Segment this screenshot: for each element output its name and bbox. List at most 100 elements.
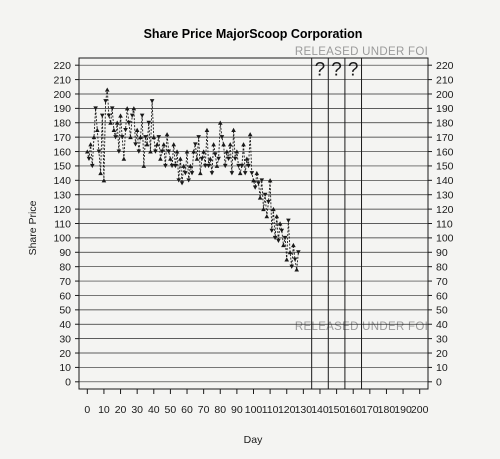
data-point (184, 149, 190, 154)
y-tick-label-right: 220 (436, 60, 454, 72)
y-tick-label: 120 (53, 204, 71, 216)
unknown-price-marker: ? (331, 59, 342, 80)
data-point (178, 156, 183, 161)
price-series (85, 87, 301, 272)
y-tick-label: 160 (53, 146, 71, 158)
data-point (286, 218, 291, 223)
unknown-price-marker: ? (348, 59, 359, 80)
data-point (229, 171, 235, 176)
y-tick-label-right: 180 (436, 118, 454, 130)
data-point (241, 142, 246, 147)
data-point (116, 149, 122, 154)
data-point (206, 163, 211, 169)
y-tick-label: 190 (53, 103, 71, 115)
data-point (254, 170, 260, 176)
data-point (111, 127, 117, 132)
data-point (236, 163, 241, 169)
data-point (129, 113, 135, 118)
x-tick-label: 0 (84, 404, 90, 416)
data-point (267, 178, 273, 183)
data-point (207, 156, 213, 161)
y-tick-label: 30 (59, 333, 71, 345)
data-point (279, 228, 285, 233)
data-point (101, 178, 107, 183)
data-point (252, 185, 258, 190)
x-tick-label: 30 (131, 404, 143, 416)
y-tick-label: 40 (59, 319, 71, 331)
y-tick-label: 10 (59, 362, 71, 374)
y-tick-label: 180 (53, 118, 71, 130)
data-point (282, 235, 288, 241)
data-point (216, 156, 221, 161)
data-point (183, 171, 188, 176)
y-tick-label-right: 160 (436, 146, 454, 158)
data-point (171, 142, 177, 147)
x-tick-label: 20 (115, 404, 127, 416)
data-point (108, 120, 113, 125)
x-tick-label: 120 (278, 404, 296, 416)
y-tick-label-right: 210 (436, 74, 454, 86)
data-point (121, 156, 127, 161)
y-tick-label: 210 (53, 74, 71, 86)
data-point (126, 120, 132, 125)
data-point (128, 134, 133, 140)
data-point (287, 250, 293, 255)
data-point (193, 142, 198, 147)
y-tick-label-right: 150 (436, 161, 454, 173)
data-point (199, 156, 205, 161)
horizontal-gridlines (79, 64, 428, 383)
data-point (88, 142, 93, 147)
data-point (264, 214, 270, 219)
data-point (272, 235, 278, 241)
x-tick-label: 100 (245, 404, 263, 416)
data-point (138, 134, 143, 140)
x-tick-label: 10 (98, 404, 110, 416)
data-point (257, 195, 263, 200)
data-point (119, 135, 125, 140)
x-tick-label: 140 (311, 404, 329, 416)
x-tick-label: 40 (148, 404, 160, 416)
y-tick-label-right: 70 (436, 276, 448, 288)
y-axis-left-ticks: 0 10 20 30 40 50 60 70 80 90 100 110 120 130 140 150 160… (53, 60, 79, 389)
y-tick-label: 60 (59, 290, 71, 302)
data-point (151, 134, 157, 140)
x-tick-label: 90 (231, 404, 243, 416)
data-point (277, 221, 283, 226)
data-point (234, 149, 240, 154)
data-point (276, 238, 281, 243)
x-axis-label: Day (244, 434, 263, 446)
data-point (209, 171, 215, 176)
data-point (212, 152, 218, 157)
data-point (174, 149, 180, 154)
x-tick-label: 130 (295, 404, 313, 416)
data-point (134, 127, 140, 132)
data-point (189, 171, 195, 176)
data-point (269, 228, 275, 233)
data-point (242, 171, 248, 176)
data-point (158, 156, 163, 161)
y-tick-label: 100 (53, 233, 71, 245)
data-point (106, 113, 112, 118)
y-tick-label-right: 10 (436, 362, 448, 374)
data-point (251, 178, 256, 183)
data-point (161, 142, 167, 147)
y-axis-right-ticks: 0 10 20 30 40 50 60 70 80 90 100 110 120 130 140 150 160… (428, 60, 454, 389)
y-tick-label-right: 200 (436, 89, 454, 101)
data-point (144, 142, 150, 147)
series-line (86, 89, 299, 270)
data-point (89, 163, 95, 169)
data-point (133, 142, 138, 147)
data-point (98, 170, 103, 176)
data-point (204, 127, 210, 132)
foi-stamp-text: RELEASED UNDER FOI (295, 46, 428, 58)
data-point (188, 163, 193, 168)
x-axis-ticks: 0 10 20 30 40 50 60 70 80 90 100 110 120 130 140 150 160… (84, 389, 429, 416)
data-point (249, 171, 255, 176)
x-tick-label: 160 (344, 404, 362, 416)
data-point (159, 149, 165, 154)
y-tick-label-right: 90 (436, 247, 448, 259)
data-point (176, 178, 182, 183)
y-tick-label-right: 80 (436, 261, 448, 273)
data-point (239, 163, 245, 169)
chart-title: Share Price MajorScoop Corporation (144, 27, 363, 41)
